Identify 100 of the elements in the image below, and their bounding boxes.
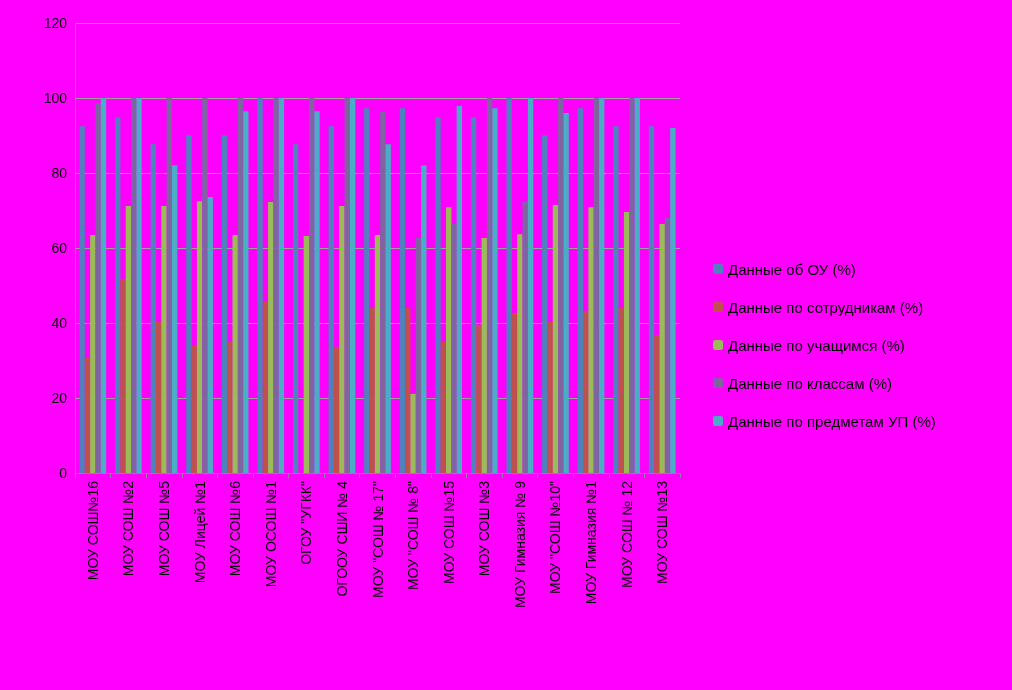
bar <box>191 345 197 473</box>
bar <box>547 321 553 473</box>
bar <box>451 224 457 473</box>
bar <box>207 197 213 473</box>
bar <box>257 98 263 473</box>
bar <box>202 98 208 473</box>
bar <box>446 207 452 473</box>
bar <box>308 98 315 473</box>
bar <box>227 341 233 473</box>
bar <box>563 113 569 473</box>
x-tick-label: МОУ Гимназия № 9 <box>511 480 528 609</box>
bar <box>232 234 238 473</box>
bar <box>613 126 619 473</box>
bar <box>344 98 350 473</box>
bar <box>328 126 334 473</box>
bar <box>161 206 167 473</box>
bar <box>303 236 309 473</box>
y-tick-label: 100 <box>43 90 68 106</box>
bar <box>552 204 559 473</box>
bar <box>522 201 528 473</box>
bar <box>115 117 121 473</box>
legend-label: Данные об ОУ (%) <box>728 260 856 278</box>
bar <box>506 98 512 473</box>
bar <box>374 234 381 473</box>
bar <box>268 201 274 473</box>
bar <box>125 206 132 473</box>
bar <box>364 108 370 473</box>
bar <box>399 108 406 473</box>
x-tick-label: ОГОУ "УГКК" <box>298 480 315 565</box>
bar <box>186 135 192 473</box>
bar <box>221 135 228 473</box>
y-tick-label: 60 <box>51 240 68 256</box>
bar <box>278 98 285 473</box>
y-tick-label: 40 <box>51 315 68 331</box>
bar <box>583 311 589 473</box>
bar <box>273 98 279 473</box>
bar <box>618 308 624 473</box>
x-tick-label: МОУ Лицей №1 <box>191 480 208 584</box>
bar <box>171 165 178 473</box>
y-tick-label: 120 <box>43 15 68 31</box>
bar <box>339 206 345 473</box>
bar <box>486 98 493 473</box>
bar <box>629 98 635 473</box>
bar <box>349 98 356 473</box>
bar <box>634 98 640 473</box>
bar <box>599 98 605 473</box>
bar <box>405 308 411 473</box>
bar <box>120 279 126 473</box>
bar <box>155 321 162 473</box>
bar <box>476 324 482 473</box>
bar <box>593 98 600 473</box>
bar <box>456 105 463 473</box>
bar <box>150 144 156 473</box>
bar <box>90 234 96 473</box>
bar <box>84 357 91 473</box>
y-tick-label: 20 <box>51 390 68 406</box>
x-tick-label: МОУ СОШ №2 <box>120 480 137 577</box>
legend-label: Данные по сотрудникам (%) <box>728 298 924 316</box>
bar <box>470 117 477 473</box>
x-tick-label: МОУ "СОШ №10" <box>547 480 564 594</box>
bar <box>542 135 548 473</box>
bar <box>131 98 137 473</box>
x-tick-label: МОУ СОШ №6 <box>227 480 244 577</box>
bar <box>196 201 203 473</box>
x-tick-label: МОУ "СОШ № 17" <box>369 480 386 598</box>
x-tick-label: МОУ ОСОШ №1 <box>262 480 279 588</box>
x-tick-label: МОУ СОШ №13 <box>654 480 671 585</box>
legend-label: Данные по классам (%) <box>728 374 892 392</box>
bar <box>481 237 487 473</box>
x-tick-label: МОУ СОШ № 12 <box>618 480 635 588</box>
bar <box>385 144 391 473</box>
bar <box>511 312 518 473</box>
legend-label: Данные по учащимся (%) <box>728 336 905 354</box>
bar <box>654 335 660 473</box>
bar <box>664 218 671 473</box>
bar <box>577 108 584 473</box>
bar <box>100 98 107 473</box>
bar <box>659 224 665 473</box>
bar <box>421 165 427 473</box>
bar <box>314 111 320 473</box>
bar <box>79 126 85 473</box>
x-tick-label: МОУ "СОШ № 8" <box>405 480 422 591</box>
bar <box>670 128 676 473</box>
bar <box>292 144 299 473</box>
bar <box>440 341 447 473</box>
bar <box>410 393 416 473</box>
bar <box>623 212 630 473</box>
bar <box>435 117 441 473</box>
bar <box>166 98 172 473</box>
bar <box>237 98 244 473</box>
bar <box>588 207 594 473</box>
bar <box>333 347 340 473</box>
bar <box>136 98 142 473</box>
bar <box>517 234 523 473</box>
x-tick-label: ОГООУ СШИ № 4 <box>333 480 350 597</box>
bar <box>369 308 375 473</box>
y-tick-label: 80 <box>51 165 68 181</box>
x-tick-label: МОУ СОШ №5 <box>155 480 172 577</box>
x-tick-label: МОУ СОШ№16 <box>84 480 101 581</box>
x-tick-label: МОУ СОШ №15 <box>440 480 457 585</box>
